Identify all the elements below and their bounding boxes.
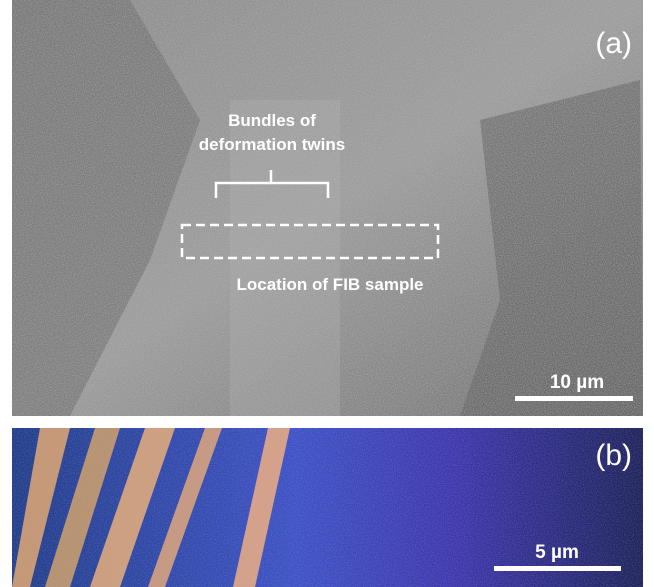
scale-bar: [515, 396, 633, 401]
panel-label: (a): [595, 27, 632, 60]
panel-a: (a) Bundles of deformation twins Locatio…: [12, 0, 643, 416]
annotation: deformation twins: [199, 135, 345, 154]
panel-label: (b): [595, 439, 632, 472]
scale-bar: [494, 566, 621, 571]
texture: [12, 0, 643, 416]
texture: [12, 428, 643, 587]
scale-label: 5 µm: [535, 542, 579, 563]
annotation: Location of FIB sample: [236, 275, 423, 294]
figure: (a) Bundles of deformation twins Locatio…: [0, 0, 654, 587]
panel-b: (b) 5 µm: [12, 428, 643, 587]
page: (a) Bundles of deformation twins Locatio…: [0, 0, 654, 587]
annotation: Bundles of: [228, 111, 316, 130]
scale-label: 10 µm: [550, 372, 604, 393]
